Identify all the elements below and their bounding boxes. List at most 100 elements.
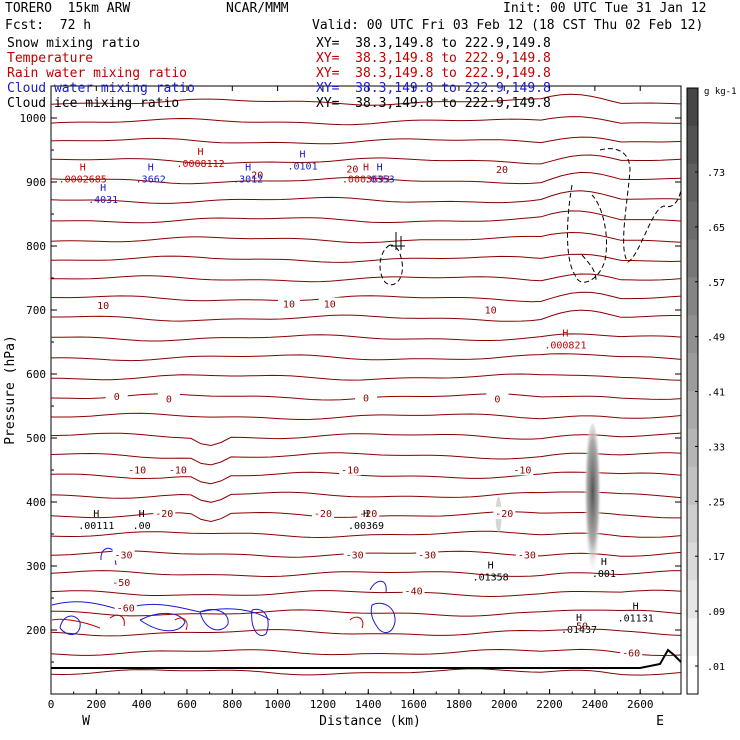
x-tick-label: 1200: [310, 698, 337, 711]
isotherm-label: 0: [363, 394, 369, 405]
terrain: [51, 648, 682, 669]
colorbar-swatch: [687, 125, 698, 165]
west-label: W: [82, 714, 90, 729]
isotherm-label-bg: [416, 548, 439, 561]
maximum-value: .0008112: [176, 159, 224, 170]
maximum-value: .01437: [561, 625, 597, 636]
isotherm-label-bg: [157, 392, 180, 405]
isotherm-label-bg: [341, 162, 364, 175]
colorbar-tick-label: .73: [707, 168, 725, 179]
maximum-h: H: [633, 601, 639, 612]
maximum-value: .01358: [473, 572, 509, 583]
colorbar-swatch: [687, 580, 698, 619]
east-label: E: [656, 714, 664, 729]
x-tick-label: 200: [86, 698, 106, 711]
legend-cloud-ice: Cloud ice mixing ratio: [7, 96, 180, 111]
isotherm: [50, 550, 682, 558]
maximum-h: H: [245, 162, 251, 173]
isotherm: [51, 609, 682, 617]
colorbar-swatch: [687, 656, 698, 695]
maximum-h: H: [148, 162, 154, 173]
colorbar-swatch: [687, 542, 698, 581]
isotherm-label: 20: [496, 165, 508, 176]
isotherm: [50, 373, 682, 381]
colorbar-swatch: [687, 353, 698, 392]
plot-border: [50, 85, 682, 695]
isotherm: [51, 412, 682, 421]
x-tick-label: 2000: [491, 698, 518, 711]
x-axis-title: Distance (km): [319, 714, 421, 729]
isotherm-label-bg: [105, 389, 128, 402]
isotherm: [51, 309, 681, 322]
isotherm-label: 20: [251, 170, 263, 181]
isotherm-label-bg: [246, 168, 269, 181]
isotherm-label-bg: [339, 463, 362, 476]
legend-temperature: Temperature: [7, 51, 94, 66]
y-tick-label: 800: [26, 240, 46, 253]
x-tick-label: 2200: [536, 698, 563, 711]
x-tick-label: 2600: [627, 698, 654, 711]
colorbar-swatch: [687, 428, 698, 468]
isotherm-label-bg: [311, 506, 334, 519]
y-tick-label: 400: [26, 496, 46, 509]
isotherm-label: -10: [513, 465, 531, 476]
x-tick-label: 1400: [355, 698, 382, 711]
init-time: Init: 00 UTC Tue 31 Jan 12: [503, 1, 707, 16]
maximum-value: .3662: [136, 174, 166, 185]
isotherm: [50, 353, 682, 362]
y-tick-label: 600: [26, 368, 46, 381]
isotherm-label: -10: [169, 465, 187, 476]
colorbar-swatch: [687, 239, 698, 278]
colorbar-tick-label: .33: [707, 442, 725, 453]
maximum-h: H: [562, 329, 568, 340]
colorbar-tick-label: .25: [707, 497, 725, 508]
isotherm-label: -10: [128, 465, 146, 476]
isotherm: [50, 231, 682, 244]
isotherm-label-bg: [343, 548, 366, 561]
cloud-water-contour: [51, 601, 271, 621]
isotherm-label: 0: [114, 392, 120, 403]
rain-water-contour: [174, 617, 188, 631]
isotherm: [50, 589, 682, 598]
isotherm-label: 10: [97, 301, 109, 312]
model-title: TORERO 15km ARW: [5, 1, 131, 16]
isotherm-label: -20: [359, 509, 377, 520]
colorbar-unit: g kg-1: [704, 87, 737, 97]
isotherm-label-bg: [355, 391, 377, 404]
isotherm: [50, 530, 682, 539]
maximum-value: .3012: [233, 174, 263, 185]
colorbar-swatch: [687, 618, 698, 657]
isotherm: [51, 333, 682, 342]
rain-water-contour: [51, 618, 101, 629]
isotherm: [50, 668, 682, 676]
isotherm-label: -10: [341, 465, 359, 476]
x-tick-label: 800: [222, 698, 242, 711]
isotherm-label: -30: [114, 550, 132, 561]
maximum-value: .00: [133, 521, 151, 532]
isotherm-label-bg: [486, 392, 509, 405]
legend-cloud-water: Cloud water mixing ratio: [7, 81, 195, 96]
maximum-h: H: [80, 162, 86, 173]
x-tick-label: 0: [48, 698, 55, 711]
isotherm-label-bg: [479, 303, 502, 316]
maximum-value: .000821: [544, 341, 586, 352]
maximum-value: .0101: [287, 162, 317, 173]
x-tick-label: 600: [177, 698, 197, 711]
colorbar-swatch: [687, 504, 698, 543]
cloud-water-contour: [199, 609, 229, 631]
valid-time: Valid: 00 UTC Fri 03 Feb 12 (18 CST Thu …: [312, 18, 704, 33]
isotherm-label-bg: [277, 297, 300, 310]
x-tick-label: 400: [132, 698, 152, 711]
ice-contour: [599, 148, 682, 263]
isotherm-label-bg: [515, 548, 538, 561]
isotherm-label: -60: [117, 604, 135, 615]
x-tick-label: 2400: [582, 698, 609, 711]
cloud-water-contour: [251, 608, 269, 636]
colorbar-tick-label: .01: [707, 662, 725, 673]
colorbar-swatch: [687, 201, 698, 240]
isotherm: [51, 210, 682, 224]
legend-rain: Rain water mixing ratio: [7, 66, 188, 81]
colorbar-swatch: [687, 277, 698, 316]
maximum-value: .01131: [618, 613, 654, 624]
